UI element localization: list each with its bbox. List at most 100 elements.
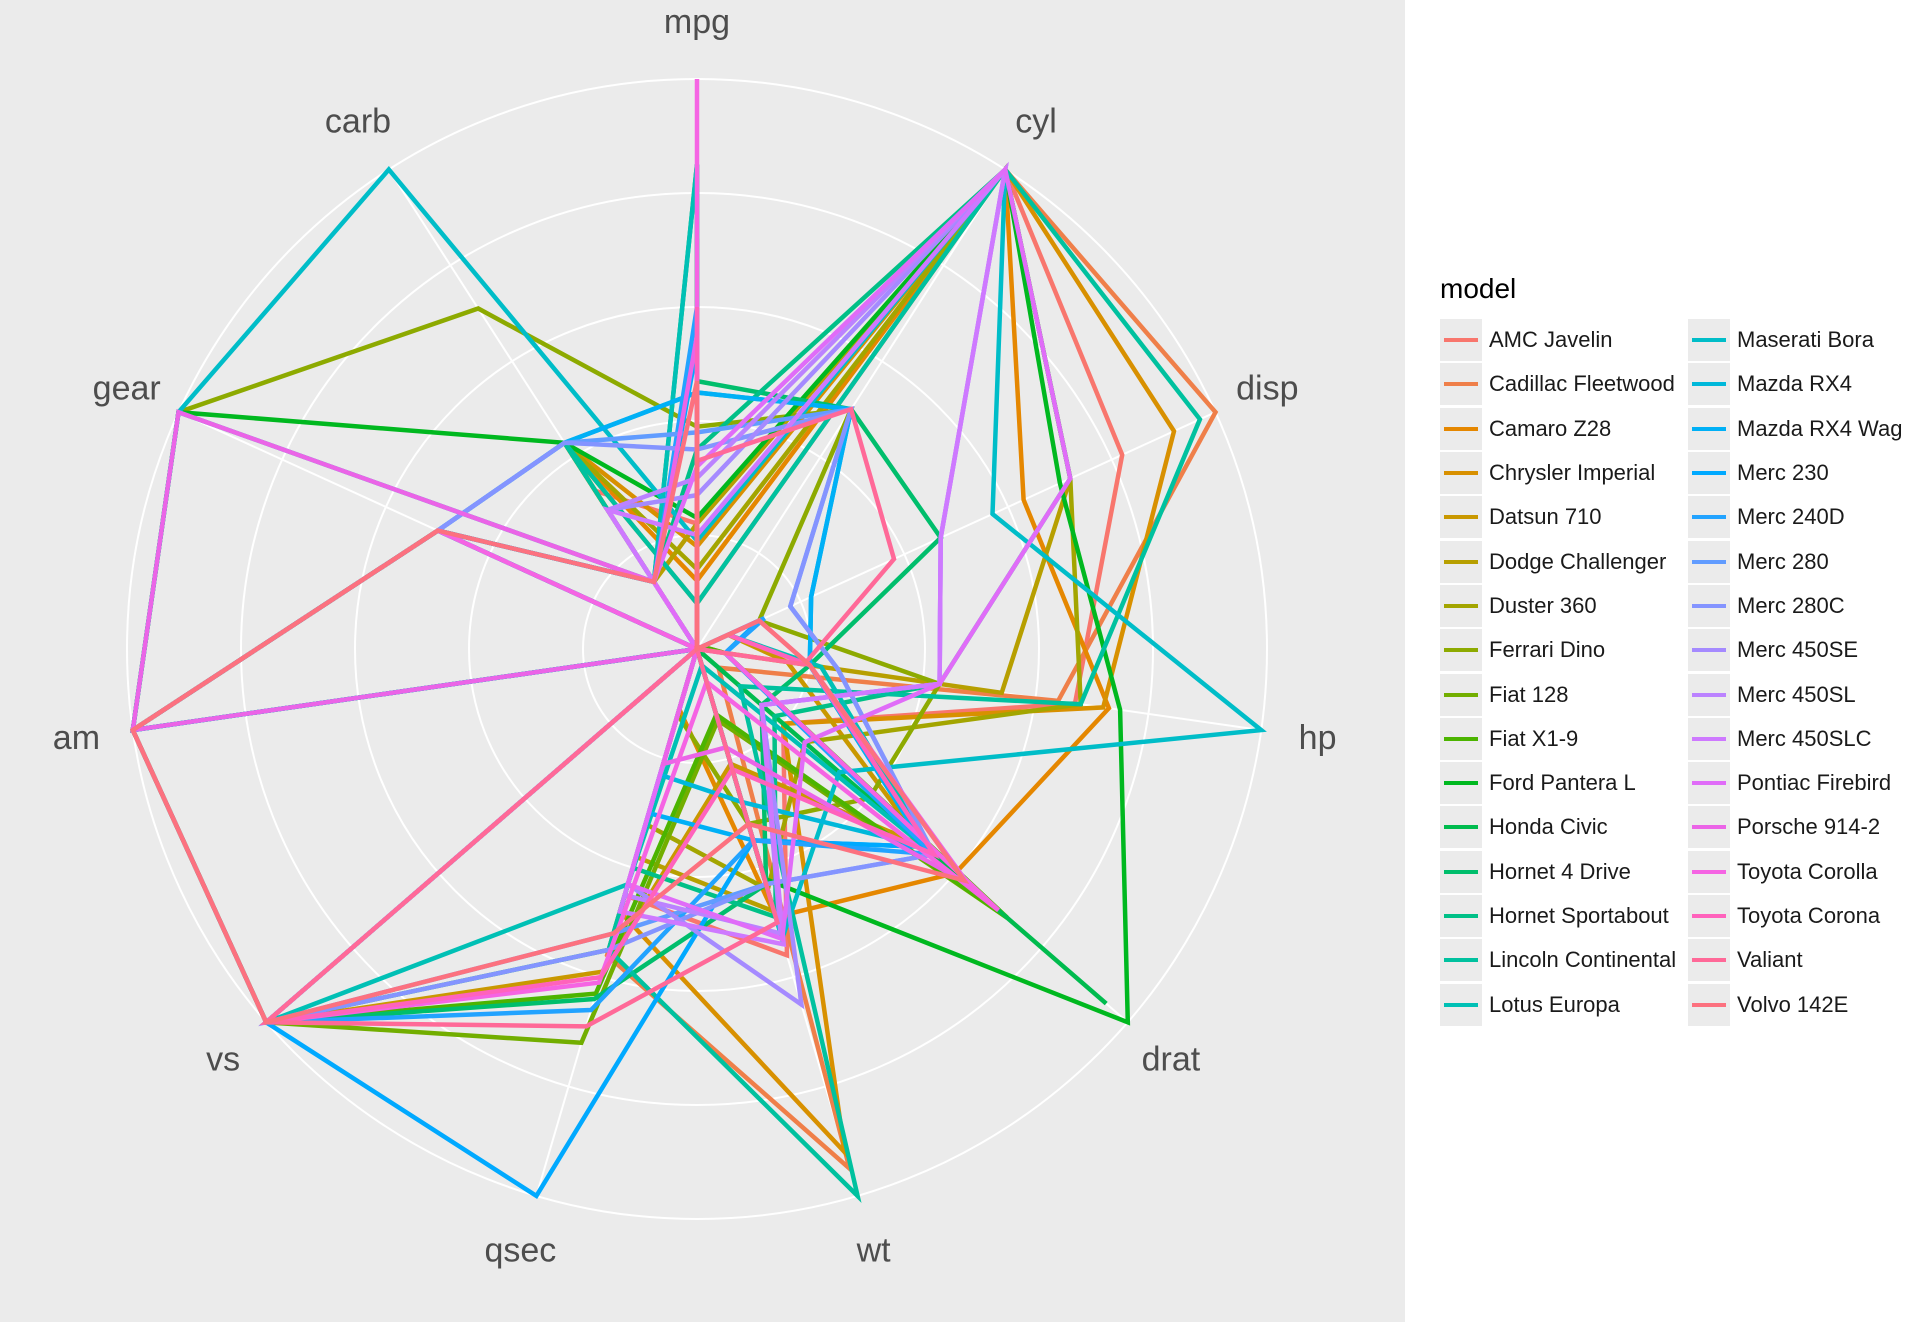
legend-key: [1688, 983, 1730, 1026]
legend-label: Dodge Challenger: [1489, 548, 1667, 574]
legend-label: Porsche 914-2: [1737, 814, 1881, 840]
legend-swatch: [1692, 648, 1726, 653]
axis-label-mpg: mpg: [664, 3, 730, 41]
legend-label: Lotus Europa: [1489, 991, 1620, 1017]
axis-label-vs: vs: [206, 1041, 240, 1079]
legend-swatch: [1692, 559, 1726, 564]
legend-item: Honda Civic: [1440, 805, 1688, 849]
legend-label: Datsun 710: [1489, 504, 1602, 530]
legend-item: Lotus Europa: [1440, 982, 1688, 1026]
legend-item: Ford Pantera L: [1440, 761, 1688, 805]
legend-item: Merc 230: [1688, 451, 1910, 495]
legend-label: Mazda RX4: [1737, 371, 1852, 397]
legend-key: [1440, 540, 1482, 583]
legend-item: Dodge Challenger: [1440, 539, 1688, 583]
legend-swatch: [1692, 515, 1726, 520]
legend-swatch: [1444, 559, 1478, 564]
axis-label-cyl: cyl: [1015, 103, 1057, 141]
legend-items: AMC Javelin Cadillac Fleetwood Camaro Z28 C…: [1440, 318, 1910, 1027]
legend-swatch: [1444, 338, 1478, 343]
legend-label: Toyota Corona: [1737, 903, 1881, 928]
legend-key: [1688, 762, 1730, 805]
legend-label: Chrysler Imperial: [1489, 460, 1656, 486]
legend-key: [1440, 673, 1482, 716]
legend-item: Chrysler Imperial: [1440, 451, 1688, 495]
legend-swatch: [1692, 471, 1726, 476]
legend-key: [1440, 983, 1482, 1026]
axis-label-drat: drat: [1142, 1041, 1201, 1079]
legend-item: Mazda RX4 Wag: [1688, 407, 1910, 451]
legend-swatch: [1444, 1002, 1478, 1007]
axis-label-qsec: qsec: [484, 1232, 556, 1270]
legend-key: [1688, 939, 1730, 982]
legend-swatch: [1444, 914, 1478, 918]
axis-label-gear: gear: [93, 370, 161, 408]
legend-label: Ferrari Dino: [1489, 637, 1606, 663]
legend-key: [1440, 850, 1482, 893]
legend-swatch: [1692, 692, 1726, 697]
axis-label-am: am: [53, 719, 100, 757]
legend-key: [1440, 407, 1482, 450]
legend-item: Toyota Corolla: [1688, 850, 1910, 894]
legend-item: Maserati Bora: [1688, 318, 1910, 362]
legend-item: Duster 360: [1440, 584, 1688, 628]
legend-swatch: [1692, 382, 1726, 387]
legend-label: Honda Civic: [1489, 814, 1608, 840]
series-line-merc-280c: [258, 406, 938, 1027]
spoke-disp: [696, 411, 1216, 650]
legend-item: Merc 450SE: [1688, 628, 1910, 672]
legend-swatch: [1444, 648, 1478, 653]
legend-swatch: [1692, 825, 1726, 830]
legend-item: Datsun 710: [1440, 495, 1688, 539]
legend: model AMC Javelin Cadillac Fleetwood Camar…: [1440, 272, 1910, 1027]
legend-key: [1688, 673, 1730, 716]
legend-label: Merc 450SE: [1737, 637, 1859, 663]
legend-label: Duster 360: [1489, 592, 1597, 618]
series-line-ferrari-dino: [130, 306, 943, 827]
legend-swatch: [1692, 603, 1726, 608]
series-line-valiant: [260, 406, 897, 1029]
legend-item: Fiat 128: [1440, 672, 1688, 716]
legend-label: Camaro Z28: [1489, 415, 1612, 441]
legend-label: Fiat 128: [1489, 681, 1569, 707]
axis-label-carb: carb: [325, 103, 391, 141]
legend-item: Porsche 914-2: [1688, 805, 1910, 849]
legend-key: [1688, 717, 1730, 760]
axis-label-hp: hp: [1299, 719, 1337, 757]
legend-key: [1440, 584, 1482, 627]
legend-item: Ferrari Dino: [1440, 628, 1688, 672]
legend-swatch: [1444, 692, 1478, 697]
legend-key: [1440, 717, 1482, 760]
legend-swatch: [1692, 914, 1726, 918]
legend-swatch: [1692, 426, 1726, 431]
legend-label: Maserati Bora: [1737, 327, 1874, 353]
legend-title: model: [1440, 273, 1517, 304]
legend-item: Mazda RX4: [1688, 362, 1910, 406]
legend-key: [1688, 319, 1730, 362]
legend-key: [1688, 806, 1730, 849]
axis-label-wt: wt: [856, 1232, 892, 1270]
axis-labels: mpg cyl disp hp drat wt qsec vs am gear carb: [53, 3, 1337, 1270]
legend-label: Merc 450SLC: [1737, 725, 1872, 751]
legend-item: Pontiac Firebird: [1688, 761, 1910, 805]
legend-key: [1440, 452, 1482, 495]
legend-key: [1440, 762, 1482, 805]
legend-key: [1688, 407, 1730, 450]
legend-label: Lincoln Continental: [1489, 947, 1677, 973]
legend-key: [1688, 850, 1730, 893]
legend-label: Cadillac Fleetwood: [1489, 371, 1675, 397]
legend-label: Merc 450SL: [1737, 681, 1856, 707]
legend-item: Merc 450SL: [1688, 672, 1910, 716]
legend-swatch: [1692, 869, 1726, 874]
legend-key: [1688, 363, 1730, 406]
legend-label: Merc 230: [1737, 460, 1829, 486]
series-line-pontiac-firebird: [625, 165, 1073, 942]
legend-swatch: [1692, 338, 1726, 343]
legend-key: [1440, 895, 1482, 937]
legend-key: [1688, 629, 1730, 672]
legend-swatch: [1444, 825, 1478, 830]
legend-swatch: [1444, 603, 1478, 608]
legend-swatch: [1444, 426, 1478, 431]
legend-item: Toyota Corona: [1688, 894, 1910, 938]
legend-item: Hornet 4 Drive: [1440, 850, 1688, 894]
